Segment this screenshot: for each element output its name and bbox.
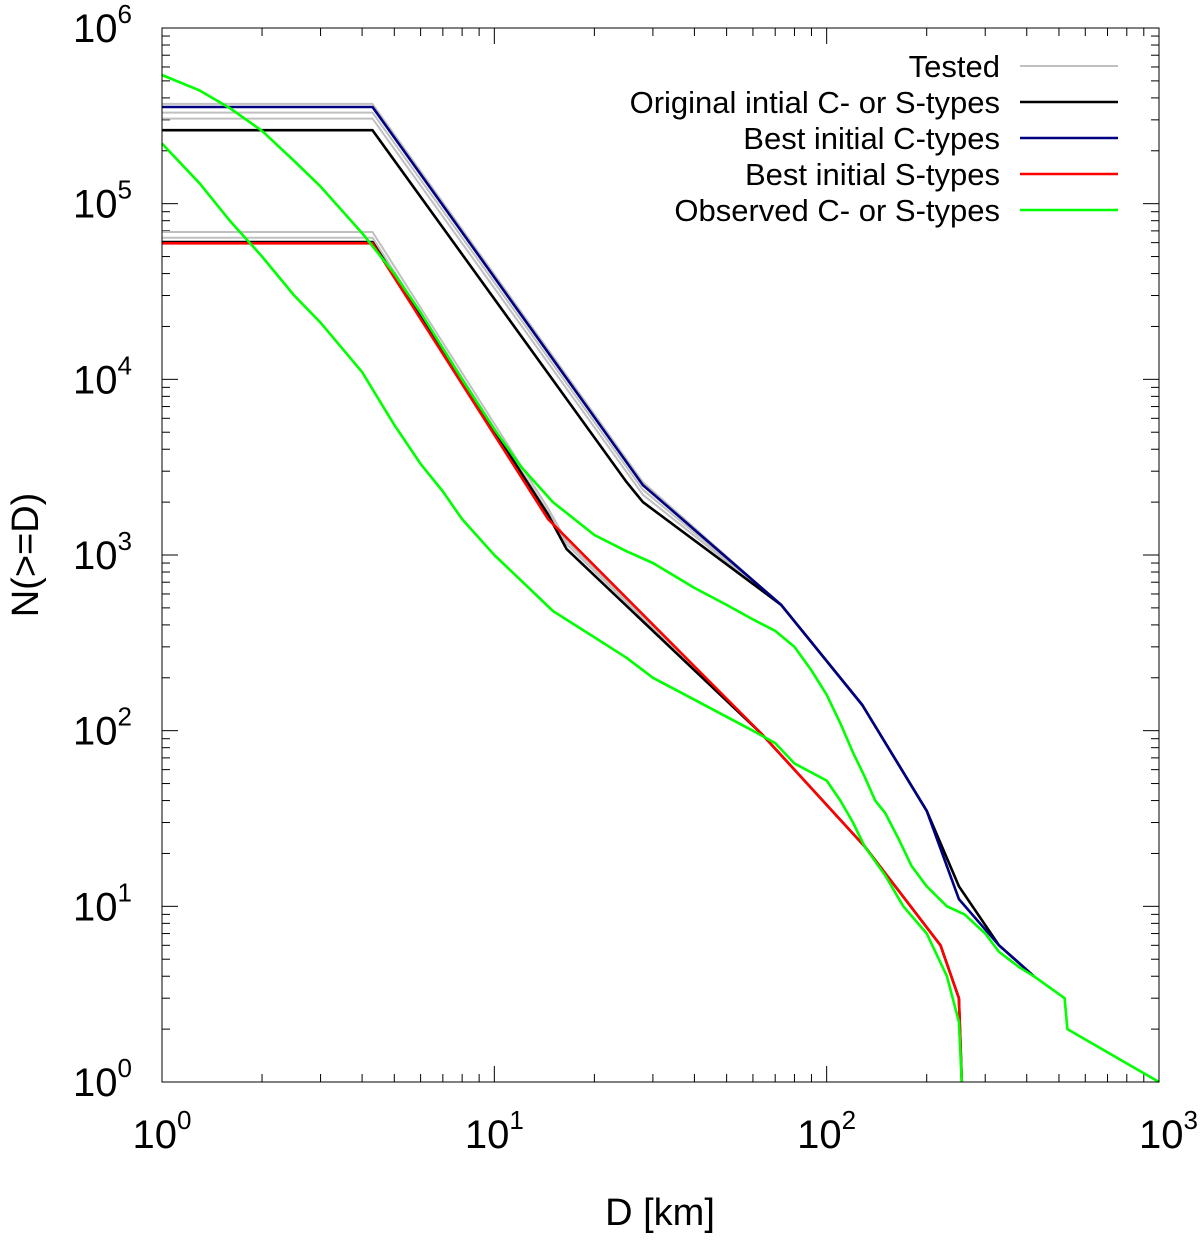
y-tick-label-base: 10	[73, 534, 118, 578]
y-tick-label-exp: 0	[118, 1053, 132, 1083]
x-tick-labels: 100 101 102 103	[133, 1105, 1198, 1157]
y-tick-label-exp: 6	[118, 0, 132, 29]
series-line-best-initial-c-types	[162, 105, 1035, 978]
x-tick-label: 100	[133, 1105, 192, 1157]
y-tick-label-base: 10	[73, 885, 118, 929]
x-axis-title: D [km]	[605, 1192, 715, 1234]
y-tick-label: 103	[73, 526, 132, 578]
y-tick-label-base: 10	[73, 358, 118, 402]
legend-label: Original intial C- or S-types	[630, 85, 1000, 120]
x-tick-label-base: 10	[133, 1113, 178, 1157]
y-tick-label-exp: 3	[118, 526, 132, 556]
y-tick-label: 105	[73, 175, 132, 227]
y-tick-label-base: 10	[73, 7, 118, 51]
y-tick-label-exp: 1	[118, 877, 132, 907]
y-tick-label: 102	[73, 702, 132, 754]
x-tick-label-exp: 0	[177, 1105, 191, 1135]
legend-label: Best initial S-types	[745, 157, 1000, 192]
x-tick-label: 102	[797, 1105, 856, 1157]
y-tick-label-exp: 2	[118, 702, 132, 732]
x-tick-label-exp: 2	[842, 1105, 856, 1135]
y-tick-label-base: 10	[73, 183, 118, 227]
plot-frame	[161, 27, 1160, 1083]
y-tick-label: 101	[73, 877, 132, 929]
series-line-best-initial-s-types	[162, 242, 964, 1083]
legend-label: Observed C- or S-types	[674, 193, 1000, 228]
x-tick-label-base: 10	[797, 1113, 842, 1157]
x-tick-label-exp: 3	[1184, 1105, 1198, 1135]
series-line-observed-c-or-s-types	[161, 73, 1160, 1084]
x-tick-label-base: 10	[465, 1113, 510, 1157]
x-tick-label: 101	[465, 1105, 524, 1157]
y-tick-label: 100	[73, 1053, 132, 1105]
y-tick-label-exp: 5	[118, 175, 132, 205]
y-tick-label: 106	[73, 0, 132, 51]
y-tick-label-base: 10	[73, 710, 118, 754]
y-tick-label: 104	[73, 350, 132, 402]
y-axis-title: N(>=D)	[5, 493, 47, 618]
x-tick-label-exp: 1	[509, 1105, 523, 1135]
x-tick-label-base: 10	[1139, 1113, 1184, 1157]
series-layer	[161, 73, 1160, 1084]
legend-label: Tested	[909, 49, 1000, 84]
series-line-observed-c-or-s-types	[161, 142, 964, 1083]
legend-label: Best initial C-types	[743, 121, 1000, 156]
y-tick-label-base: 10	[73, 1061, 118, 1105]
y-tick-label-exp: 4	[118, 350, 132, 380]
minor-ticks	[162, 28, 1159, 1082]
x-tick-label: 103	[1139, 1105, 1198, 1157]
